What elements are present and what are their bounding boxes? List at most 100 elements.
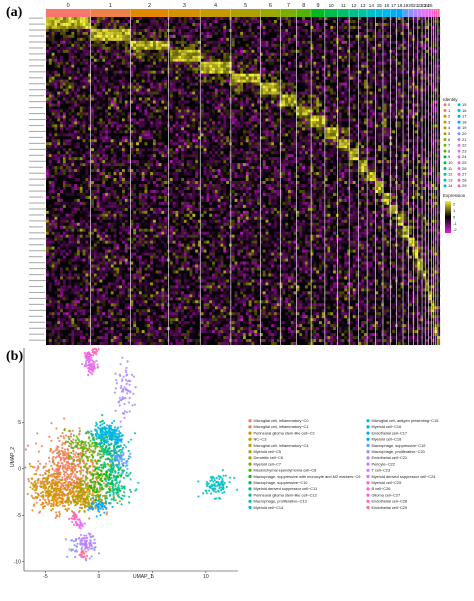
heatmap-cell — [288, 79, 291, 83]
heatmap-cell — [347, 34, 351, 38]
heatmap-cell — [330, 49, 334, 53]
heatmap-cell — [71, 55, 75, 59]
heatmap-cell — [290, 133, 294, 137]
heatmap-cell — [136, 31, 139, 35]
heatmap-cell — [333, 19, 336, 24]
identity-bar-2 — [130, 9, 169, 17]
heatmap-cell — [378, 85, 381, 89]
heatmap-cell — [344, 142, 348, 146]
heatmap-cell — [127, 136, 131, 140]
heatmap-cell — [130, 139, 134, 143]
heatmap-cell — [189, 91, 193, 95]
heatmap-cell — [361, 19, 365, 24]
heatmap-cell — [152, 100, 156, 104]
heatmap-cell — [203, 34, 207, 38]
heatmap-cell — [248, 157, 252, 161]
heatmap-cell — [428, 136, 432, 140]
heatmap-cell — [330, 97, 334, 101]
heatmap-cell — [262, 118, 266, 122]
heatmap-cell — [214, 136, 218, 140]
heatmap-cell — [60, 19, 63, 24]
heatmap-cell — [414, 52, 418, 56]
heatmap-cell — [271, 136, 275, 140]
heatmap-cell — [327, 17, 331, 21]
heatmap-cell — [203, 172, 207, 176]
heatmap-cell — [107, 91, 111, 95]
heatmap-cell — [310, 94, 314, 98]
heatmap-cell — [48, 145, 52, 149]
heatmap-cell — [268, 22, 272, 26]
heatmap-cell — [113, 85, 117, 89]
heatmap-cell — [105, 70, 109, 74]
heatmap-cell — [107, 130, 111, 134]
heatmap-cell — [96, 103, 100, 107]
heatmap-cell — [262, 25, 266, 29]
heatmap-cell — [349, 17, 353, 21]
heatmap-cell — [203, 112, 207, 116]
heatmap-cell — [93, 145, 97, 149]
heatmap-cell — [138, 154, 142, 158]
heatmap-cell — [423, 100, 427, 104]
heatmap-cell — [48, 46, 52, 50]
heatmap-cell — [96, 46, 100, 50]
heatmap-cell — [186, 94, 190, 98]
heatmap-cell — [60, 22, 63, 26]
heatmap-cell — [113, 121, 117, 125]
heatmap-cell — [403, 145, 407, 149]
heatmap-cell — [299, 145, 303, 149]
heatmap-cell — [46, 73, 49, 77]
heatmap-cell — [226, 37, 230, 41]
heatmap-cell — [364, 91, 367, 95]
heatmap-cell — [302, 28, 306, 32]
heatmap-cell — [183, 145, 187, 149]
heatmap-cell — [57, 17, 61, 21]
heatmap-cell — [248, 46, 252, 50]
heatmap-cell — [102, 85, 106, 89]
heatmap-cell — [133, 25, 137, 29]
heatmap-cell — [378, 112, 381, 116]
heatmap-cell — [68, 118, 72, 122]
heatmap-cell — [355, 34, 359, 38]
heatmap-cell — [110, 55, 114, 59]
heatmap-cell — [161, 106, 165, 110]
heatmap-cell — [316, 154, 320, 158]
heatmap-cell — [423, 17, 427, 21]
heatmap-cell — [257, 97, 260, 101]
heatmap-cell — [254, 34, 258, 38]
heatmap-cell — [330, 118, 334, 122]
heatmap-cell — [341, 64, 345, 68]
heatmap-cell — [423, 133, 427, 137]
heatmap-cell — [318, 118, 322, 122]
heatmap-cell — [299, 157, 303, 161]
heatmap-cell — [431, 49, 435, 53]
heatmap-cell — [310, 148, 314, 152]
heatmap-cell — [46, 82, 49, 86]
heatmap-cell — [307, 58, 311, 62]
heatmap-cell — [105, 157, 109, 161]
heatmap-cell — [85, 163, 89, 167]
heatmap-cell — [195, 136, 199, 140]
heatmap-cell — [99, 67, 103, 71]
heatmap-cell — [330, 22, 334, 26]
heatmap-cell — [175, 22, 179, 26]
heatmap-cell — [152, 97, 156, 101]
heatmap-cell — [369, 61, 373, 65]
heatmap-cell — [79, 151, 83, 155]
heatmap-cell — [223, 166, 227, 170]
heatmap-cell — [358, 34, 362, 38]
heatmap-cell — [121, 85, 125, 89]
heatmap-cell — [313, 103, 317, 107]
heatmap-cell — [169, 28, 173, 32]
heatmap-cell — [116, 103, 120, 107]
heatmap-cell — [183, 61, 187, 65]
heatmap-cell — [197, 49, 201, 53]
heatmap-cell — [296, 130, 300, 134]
heatmap-cell — [397, 100, 401, 104]
heatmap-cell — [366, 73, 370, 77]
heatmap-cell — [321, 163, 325, 167]
heatmap-cell — [186, 166, 190, 170]
heatmap-cell — [99, 70, 103, 74]
heatmap-cell — [121, 118, 125, 122]
heatmap-cell — [386, 43, 390, 47]
heatmap-cell — [172, 124, 176, 128]
